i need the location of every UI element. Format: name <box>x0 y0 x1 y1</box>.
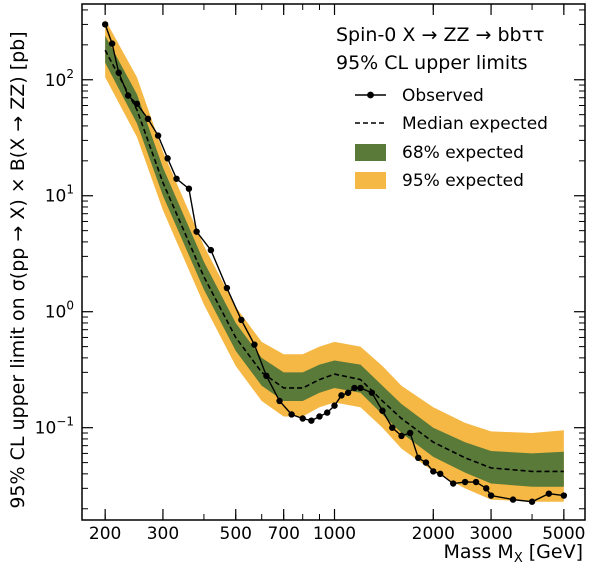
expected-bands <box>105 19 564 502</box>
legend-observed-label: Observed <box>402 86 484 106</box>
observed-point <box>133 100 141 108</box>
observed-point <box>406 429 414 437</box>
observed-point <box>193 228 200 235</box>
x-tick-label: 3000 <box>469 524 512 544</box>
observed-point <box>560 492 568 499</box>
limit-lines <box>104 24 564 503</box>
observed-point <box>164 155 171 162</box>
legend-header-line-2: 95% CL upper limits <box>336 52 528 74</box>
legend: Spin-0 X → ZZ → bbττ 95% CL upper limits… <box>336 24 548 191</box>
observed-markers <box>101 21 568 505</box>
x-tick-label: 5000 <box>542 524 585 544</box>
legend-observed-marker <box>367 91 374 99</box>
observed-point <box>238 316 245 324</box>
observed-point <box>422 459 430 466</box>
legend-band95-swatch <box>355 172 386 189</box>
observed-point <box>461 478 469 486</box>
x-tick-label: 1000 <box>313 524 356 544</box>
observed-point <box>351 384 358 392</box>
tick-labels: 200 300 500 700 1000 2000 3000 5000 10−1 100 101 10… <box>35 67 586 544</box>
observed-point <box>115 69 122 76</box>
observed-point <box>223 284 231 292</box>
observed-point <box>483 485 490 492</box>
x-tick-label: 2000 <box>412 524 455 544</box>
legend-band95-label: 95% expected <box>402 171 524 191</box>
y-tick-label: 100 <box>45 299 74 323</box>
median-expected-line <box>104 49 564 473</box>
observed-point <box>528 498 536 505</box>
x-tick-label: 700 <box>267 524 299 544</box>
band-68-expected <box>105 35 564 487</box>
observed-line <box>104 24 564 503</box>
observed-point <box>276 397 283 405</box>
observed-point <box>299 415 306 422</box>
observed-point <box>144 115 152 123</box>
observed-point <box>449 480 457 487</box>
observed-point <box>545 490 553 497</box>
x-tick-label: 300 <box>147 524 179 544</box>
observed-point <box>324 409 331 416</box>
observed-point <box>398 432 405 440</box>
observed-point <box>185 185 193 192</box>
y-axis-title: 95% CL upper limit on σ(pp → X) × B(X → … <box>7 31 29 508</box>
observed-point <box>357 384 364 392</box>
observed-point <box>472 478 480 486</box>
band-95-expected <box>105 19 564 502</box>
observed-point <box>368 389 376 396</box>
x-tick-label: 200 <box>89 524 121 544</box>
legend-header-line-1: Spin-0 X → ZZ → bbττ <box>336 24 544 46</box>
x-tick-label: 500 <box>220 524 252 544</box>
legend-expected-label: Median expected <box>402 114 548 134</box>
observed-point <box>487 492 495 499</box>
y-tick-label: 102 <box>45 67 74 91</box>
observed-point <box>124 92 132 99</box>
observed-point <box>173 175 180 182</box>
observed-point <box>437 470 444 478</box>
observed-point <box>101 21 109 28</box>
observed-point <box>331 402 338 409</box>
observed-point <box>338 392 345 399</box>
legend-band68-swatch <box>355 144 386 161</box>
observed-point <box>154 132 162 139</box>
observed-point <box>251 341 258 348</box>
axis-ticks <box>82 4 585 520</box>
plot-frame <box>81 3 586 521</box>
observed-point <box>108 40 116 47</box>
observed-point <box>308 417 315 424</box>
y-tick-label: 101 <box>45 183 74 207</box>
observed-point <box>415 454 422 462</box>
observed-point <box>316 413 323 420</box>
legend-band68-label: 68% expected <box>402 143 524 163</box>
observed-point <box>263 372 270 380</box>
observed-point <box>344 389 352 396</box>
x-axis-title: Mass MX [GeV] <box>444 541 583 565</box>
observed-point <box>509 496 517 503</box>
observed-point <box>207 246 215 254</box>
observed-point <box>389 424 396 431</box>
y-tick-label: 10−1 <box>35 415 74 439</box>
observed-point <box>379 407 386 414</box>
observed-point <box>430 468 437 475</box>
observed-point <box>288 411 295 418</box>
